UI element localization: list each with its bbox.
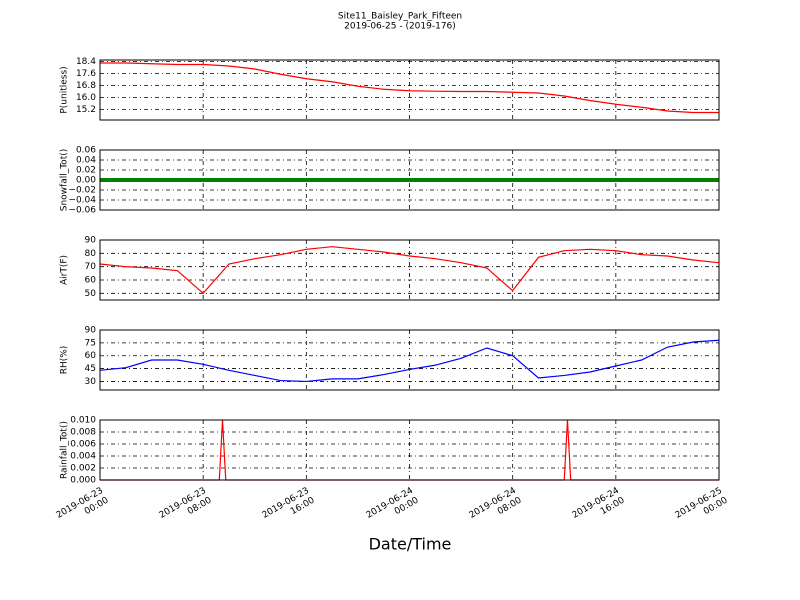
y-tick-label: 0.002: [70, 464, 96, 474]
y-axis-label: Snowfall_Tot(): [60, 149, 70, 212]
y-tick-label: 16.0: [76, 93, 96, 103]
y-tick-label: 0.00: [76, 176, 96, 186]
y-tick-label: 0.010: [70, 416, 96, 426]
y-tick-label: 90: [85, 326, 97, 336]
y-tick-label: 15.2: [76, 105, 96, 115]
y-tick-label: −0.02: [68, 186, 96, 196]
plot-frame: [99, 59, 720, 121]
data-line: [100, 62, 719, 114]
y-tick-label: −0.06: [68, 206, 96, 216]
y-tick-label: 80: [85, 249, 97, 259]
y-tick-label: 17.6: [76, 69, 96, 79]
y-tick-label: 16.8: [76, 81, 96, 91]
y-tick-label: 90: [85, 236, 97, 246]
y-axis-label: RH(%): [60, 346, 70, 375]
chart-title: Site11_Baisley_Park_Fifteen: [338, 12, 462, 22]
y-axis-label: P(unitless): [60, 66, 70, 113]
y-tick-label: 0.004: [70, 452, 96, 462]
plot-frame: [99, 239, 720, 301]
y-tick-label: 70: [85, 262, 97, 272]
data-line: [99, 339, 720, 383]
x-axis-label: Date/Time: [369, 535, 452, 554]
y-tick-label: 50: [85, 289, 97, 299]
data-line: [99, 246, 720, 295]
y-axis-label: AirT(F): [60, 255, 70, 285]
y-tick-label: 30: [85, 377, 97, 387]
y-tick-label: 0.06: [76, 146, 96, 156]
plot-frame: [99, 419, 720, 481]
y-tick-label: 0.006: [70, 440, 96, 450]
plot-frame: [99, 329, 720, 391]
y-axis-label: Rainfall_Tot(): [60, 421, 70, 479]
y-tick-label: 60: [85, 351, 97, 361]
y-tick-label: 60: [85, 276, 97, 286]
y-tick-label: −0.04: [68, 196, 96, 206]
y-tick-label: 0.02: [76, 166, 96, 176]
y-tick-label: 0.008: [70, 428, 96, 438]
y-tick-label: 0.04: [76, 156, 96, 166]
y-tick-label: 45: [85, 364, 96, 374]
chart-subtitle: 2019-06-25 - (2019-176): [344, 22, 456, 32]
y-tick-label: 0.000: [70, 476, 96, 486]
y-tick-label: 75: [85, 338, 96, 348]
plot-frame: [99, 149, 720, 211]
y-tick-label: 18.4: [76, 57, 96, 67]
